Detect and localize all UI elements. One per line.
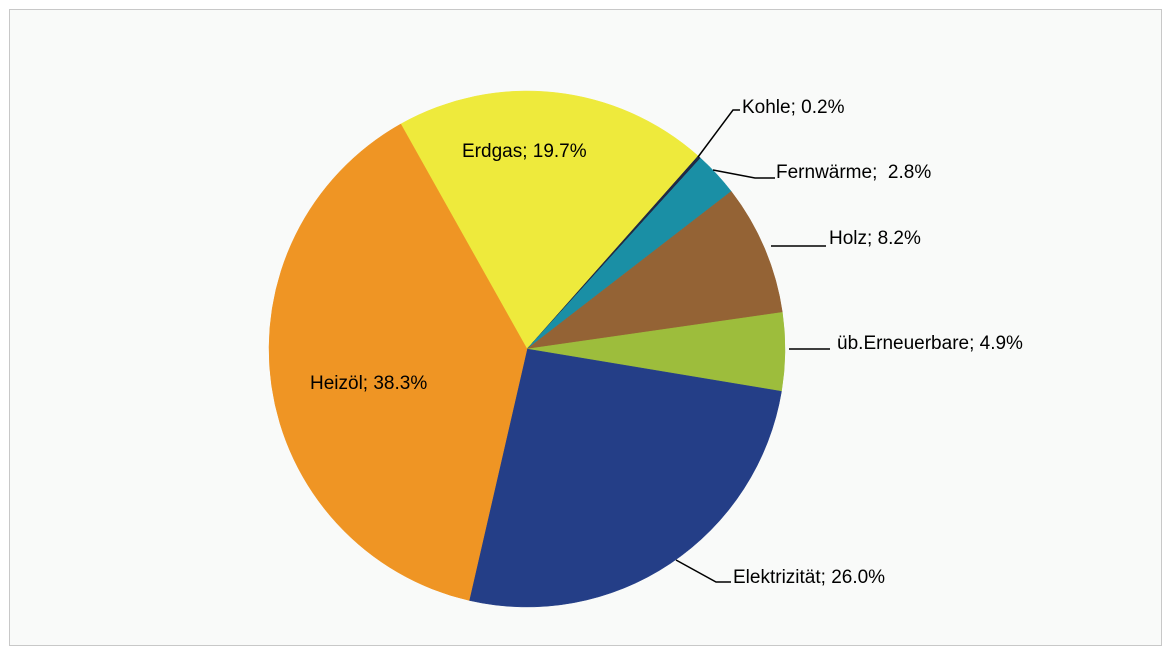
pie	[268, 90, 786, 608]
slice-label: üb.Erneuerbare; 4.9%	[837, 333, 1023, 354]
pie-slice	[526, 191, 783, 350]
slice-label: Elektrizität; 26.0%	[733, 567, 886, 588]
pie-slice	[468, 348, 782, 608]
slice-label: Holz; 8.2%	[829, 228, 921, 249]
slice-label: Kohle; 0.2%	[742, 97, 845, 118]
slice-label: Erdgas; 19.7%	[462, 141, 587, 162]
leader-line	[712, 169, 775, 179]
slice-label: Fernwärme; 2.8%	[776, 162, 932, 183]
leader-line	[675, 559, 731, 583]
slice-label: Heizöl; 38.3%	[310, 373, 428, 394]
pie-slice	[268, 123, 528, 601]
leader-lines	[675, 109, 830, 583]
pie-slice	[400, 90, 699, 350]
leader-line	[697, 109, 740, 158]
